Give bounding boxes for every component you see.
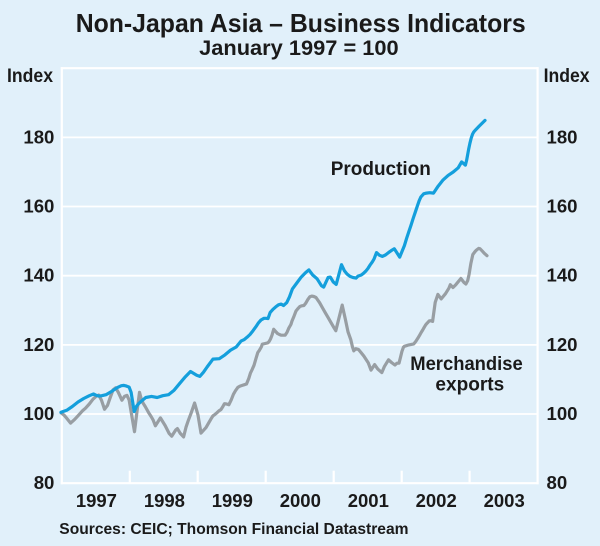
- svg-text:Non-Japan Asia – Business Indi: Non-Japan Asia – Business Indicators: [76, 8, 526, 38]
- svg-text:180: 180: [23, 126, 54, 147]
- svg-text:140: 140: [23, 265, 54, 286]
- svg-text:Sources: CEIC; Thomson Financi: Sources: CEIC; Thomson Financial Datastr…: [59, 521, 408, 538]
- svg-text:2001: 2001: [348, 490, 389, 511]
- svg-text:Index: Index: [7, 65, 53, 87]
- svg-text:80: 80: [34, 472, 55, 493]
- svg-text:140: 140: [547, 265, 578, 286]
- svg-text:2002: 2002: [416, 490, 457, 511]
- svg-text:2000: 2000: [280, 490, 321, 511]
- svg-text:100: 100: [547, 403, 578, 424]
- svg-text:January 1997 = 100: January 1997 = 100: [199, 36, 399, 60]
- svg-text:120: 120: [547, 334, 578, 355]
- svg-text:80: 80: [547, 472, 568, 493]
- svg-text:exports: exports: [435, 374, 504, 395]
- svg-text:100: 100: [23, 403, 54, 424]
- svg-text:1997: 1997: [76, 490, 117, 511]
- svg-text:Production: Production: [331, 158, 431, 180]
- svg-text:1999: 1999: [212, 490, 253, 511]
- svg-text:Index: Index: [544, 65, 590, 87]
- svg-text:2003: 2003: [484, 490, 525, 511]
- svg-text:1998: 1998: [144, 490, 185, 511]
- svg-text:Merchandise: Merchandise: [410, 354, 523, 375]
- svg-text:160: 160: [547, 195, 578, 216]
- svg-text:120: 120: [23, 334, 54, 355]
- svg-text:160: 160: [23, 195, 54, 216]
- svg-text:180: 180: [547, 126, 578, 147]
